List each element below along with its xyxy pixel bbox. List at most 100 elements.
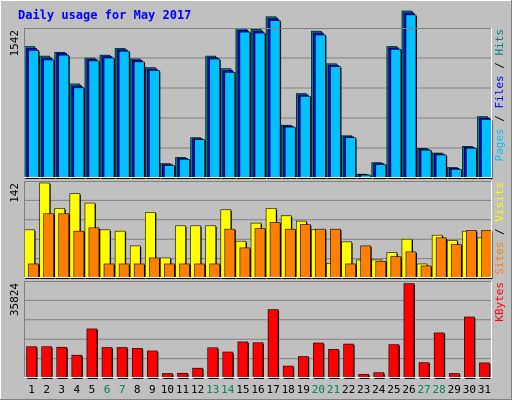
legend-entry-requests-0: Pages <box>493 128 506 161</box>
bar-kbytes-day-6 <box>101 347 113 379</box>
bar-sites-day-20 <box>315 228 326 279</box>
bar-sites-day-3 <box>58 213 70 279</box>
bar-kbytes-day-17 <box>267 309 279 379</box>
bar-sites-day-13 <box>209 263 221 279</box>
day-label-30: 30 <box>463 383 476 396</box>
bar-kbytes-day-15 <box>237 341 249 379</box>
bar-pages-day-8 <box>133 61 145 179</box>
bar-pages-day-31 <box>481 119 492 179</box>
legend-requests: Pages / Files / Hits <box>493 29 506 162</box>
bar-sites-day-26 <box>405 251 417 279</box>
day-label-1: 1 <box>28 383 35 396</box>
max-label-kbytes: 35824 <box>8 283 21 316</box>
day-label-17: 17 <box>266 383 279 396</box>
day-label-5: 5 <box>89 383 96 396</box>
bar-sites-day-1 <box>28 263 39 279</box>
bar-sites-day-14 <box>224 228 236 279</box>
bar-kbytes-day-4 <box>71 354 83 379</box>
bar-pages-day-21 <box>330 66 341 179</box>
bar-sites-day-15 <box>239 247 251 279</box>
bar-sites-day-19 <box>299 224 311 279</box>
day-label-24: 24 <box>372 383 386 396</box>
bar-pages-day-7 <box>118 51 130 179</box>
bar-sites-day-8 <box>133 263 145 279</box>
bar-kbytes-day-16 <box>252 342 264 379</box>
bar-kbytes-day-27 <box>418 362 430 379</box>
bar-sites-day-11 <box>179 263 190 279</box>
day-label-18: 18 <box>282 383 295 396</box>
day-label-27: 27 <box>417 383 430 396</box>
bar-pages-day-6 <box>103 57 115 179</box>
day-label-8: 8 <box>134 383 141 396</box>
bar-kbytes-day-30 <box>464 316 475 379</box>
bar-kbytes-day-22 <box>343 343 354 379</box>
bar-pages-day-1 <box>28 50 39 179</box>
bar-kbytes-day-1 <box>26 346 37 379</box>
bar-pages-day-22 <box>345 137 356 179</box>
bar-sites-day-4 <box>73 230 85 279</box>
bar-pages-day-10 <box>164 165 175 179</box>
bar-pages-day-20 <box>315 34 326 179</box>
bar-pages-day-11 <box>179 158 190 179</box>
bar-pages-day-13 <box>209 58 221 179</box>
bar-sites-day-21 <box>330 228 341 279</box>
legend-entry-visitors-1: / <box>493 222 506 242</box>
bar-sites-day-2 <box>43 213 54 279</box>
bar-kbytes-day-25 <box>388 344 400 379</box>
day-label-10: 10 <box>161 383 174 396</box>
bar-sites-day-25 <box>390 256 402 279</box>
chart-title: Daily usage for May 2017 <box>18 8 191 22</box>
bar-sites-day-16 <box>254 228 266 279</box>
day-label-26: 26 <box>402 383 415 396</box>
day-label-2: 2 <box>43 383 50 396</box>
bar-sites-day-6 <box>103 263 115 279</box>
legend-kbytes: KBytes <box>493 282 506 322</box>
legend-entry-visitors-2: Visits <box>493 182 506 222</box>
bar-sites-day-29 <box>450 244 462 279</box>
day-label-9: 9 <box>149 383 156 396</box>
bar-pages-day-9 <box>149 70 160 179</box>
bar-pages-day-17 <box>269 20 281 179</box>
bar-kbytes-day-31 <box>479 362 490 379</box>
legend-entry-visitors-0: Sites <box>493 242 506 275</box>
day-label-21: 21 <box>327 383 340 396</box>
bar-pages-day-16 <box>254 32 266 179</box>
bar-kbytes-day-3 <box>56 346 68 379</box>
bar-sites-day-12 <box>194 263 205 279</box>
day-label-14: 14 <box>221 383 235 396</box>
legend-entry-requests-2: Files <box>493 75 506 108</box>
bar-kbytes-day-2 <box>41 346 52 379</box>
legend-visitors: Sites / Visits <box>493 182 506 275</box>
day-label-31: 31 <box>478 383 491 396</box>
bar-pages-day-5 <box>88 60 100 179</box>
bar-pages-day-26 <box>405 14 417 179</box>
bar-kbytes-day-19 <box>297 356 309 379</box>
day-label-22: 22 <box>342 383 355 396</box>
day-label-29: 29 <box>448 383 461 396</box>
max-label-requests: 1542 <box>8 30 21 57</box>
bar-sites-day-22 <box>345 263 356 279</box>
bar-kbytes-day-20 <box>313 342 324 379</box>
bar-pages-day-14 <box>224 72 236 179</box>
bar-kbytes-day-21 <box>328 349 339 379</box>
day-label-20: 20 <box>312 383 325 396</box>
day-label-23: 23 <box>357 383 370 396</box>
day-label-11: 11 <box>176 383 189 396</box>
bar-kbytes-day-28 <box>433 332 445 379</box>
bar-pages-day-30 <box>466 147 477 179</box>
max-label-visitors: 142 <box>8 183 21 203</box>
day-label-28: 28 <box>433 383 446 396</box>
bar-pages-day-27 <box>420 149 432 179</box>
day-label-12: 12 <box>191 383 204 396</box>
legend-entry-kbytes-0: KBytes <box>493 282 506 322</box>
day-label-19: 19 <box>297 383 310 396</box>
bar-kbytes-day-12 <box>192 367 203 379</box>
legend-entry-requests-4: Hits <box>493 29 506 56</box>
bar-pages-day-19 <box>299 96 311 179</box>
bar-sites-day-17 <box>269 222 281 279</box>
day-label-13: 13 <box>206 383 219 396</box>
bar-pages-day-3 <box>58 54 70 179</box>
legend-entry-requests-1: / <box>493 109 506 129</box>
